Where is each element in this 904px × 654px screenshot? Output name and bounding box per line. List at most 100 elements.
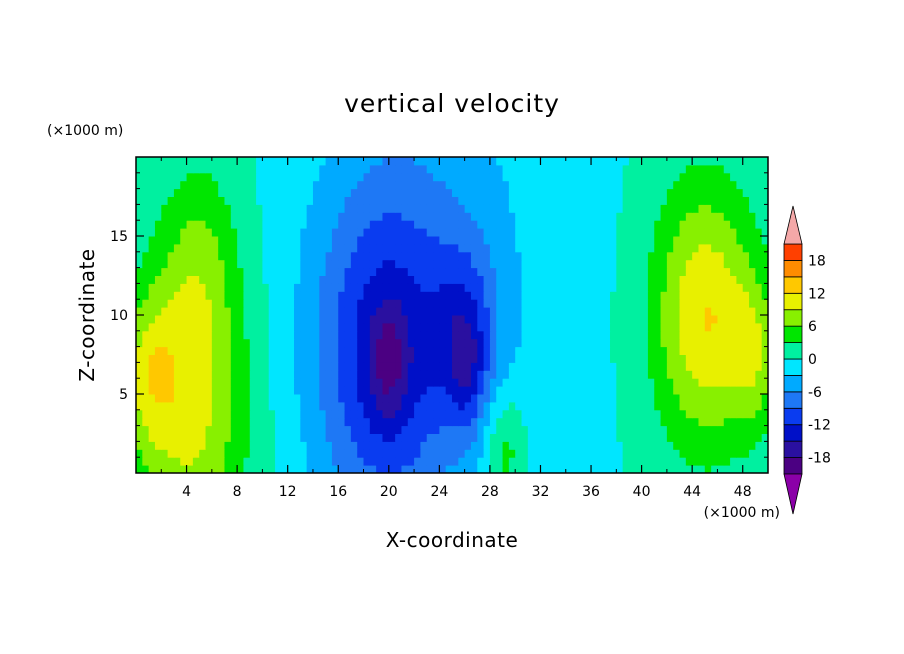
heatmap-cell <box>319 307 327 316</box>
heatmap-cell <box>597 212 605 221</box>
heatmap-cell <box>401 228 409 237</box>
heatmap-cell <box>654 322 662 332</box>
heatmap-cell <box>749 378 756 387</box>
heatmap-cell <box>755 188 763 197</box>
heatmap-cell <box>407 259 415 269</box>
heatmap-cell <box>692 401 699 411</box>
heatmap-cell <box>376 330 383 340</box>
heatmap-cell <box>319 465 327 474</box>
heatmap-cell <box>268 346 276 355</box>
heatmap-cell <box>483 465 491 474</box>
heatmap-cell <box>420 330 428 340</box>
heatmap-cell <box>312 196 320 205</box>
heatmap-cell <box>199 315 207 324</box>
heatmap-cell <box>281 354 289 363</box>
heatmap-cell <box>470 220 478 229</box>
heatmap-cell <box>584 251 592 261</box>
heatmap-cell <box>698 180 706 190</box>
heatmap-cell <box>502 243 510 253</box>
heatmap-cell <box>262 433 270 442</box>
heatmap-cell <box>546 386 554 395</box>
heatmap-cell <box>527 212 535 221</box>
heatmap-cell <box>218 204 225 213</box>
heatmap-cell <box>730 307 737 316</box>
heatmap-cell <box>723 164 731 174</box>
heatmap-cell <box>300 157 308 166</box>
heatmap-cell <box>161 157 169 166</box>
heatmap-cell <box>331 354 339 363</box>
heatmap-cell <box>224 267 232 276</box>
heatmap-cell <box>610 465 617 474</box>
heatmap-cell <box>325 212 333 221</box>
heatmap-cell <box>243 401 251 411</box>
heatmap-cell <box>685 172 693 182</box>
heatmap-cell <box>673 172 681 182</box>
heatmap-cell <box>136 378 143 387</box>
heatmap-cell <box>445 236 453 245</box>
heatmap-cell <box>344 243 352 253</box>
heatmap-cell <box>218 196 225 205</box>
heatmap-cell <box>268 401 276 411</box>
heatmap-cell <box>521 433 529 442</box>
heatmap-cell <box>376 433 383 442</box>
heatmap-cell <box>572 275 579 284</box>
heatmap-cell <box>761 370 769 379</box>
heatmap-cell <box>300 417 308 427</box>
heatmap-cell <box>673 386 681 395</box>
heatmap-cell <box>527 394 535 403</box>
heatmap-cell <box>319 338 327 348</box>
heatmap-cell <box>382 354 390 363</box>
heatmap-cell <box>331 299 339 308</box>
heatmap-cell <box>154 307 162 316</box>
heatmap-cell <box>161 307 169 316</box>
heatmap-cell <box>173 465 181 474</box>
heatmap-cell <box>489 330 497 340</box>
heatmap-cell <box>331 243 339 253</box>
heatmap-cell <box>344 362 352 371</box>
heatmap-cell <box>281 259 289 269</box>
heatmap-cell <box>622 275 630 284</box>
heatmap-cell <box>717 465 725 474</box>
heatmap-cell <box>628 386 636 395</box>
heatmap-cell <box>679 386 687 395</box>
heatmap-cell <box>483 449 491 458</box>
heatmap-cell <box>470 338 478 348</box>
heatmap-cell <box>192 401 200 411</box>
heatmap-cell <box>711 322 718 332</box>
heatmap-cell <box>603 457 611 466</box>
heatmap-cell <box>338 441 346 450</box>
heatmap-cell <box>281 228 289 237</box>
heatmap-cell <box>559 212 567 221</box>
heatmap-cell <box>679 275 687 284</box>
heatmap-cell <box>350 307 358 316</box>
heatmap-cell <box>673 275 681 284</box>
heatmap-cell <box>148 362 156 371</box>
heatmap-cell <box>591 251 598 261</box>
heatmap-cell <box>591 386 598 395</box>
heatmap-cell <box>534 164 541 174</box>
heatmap-cell <box>388 378 396 387</box>
heatmap-cell <box>521 417 529 427</box>
heatmap-cell <box>685 275 693 284</box>
heatmap-cell <box>414 267 421 276</box>
heatmap-cell <box>610 346 617 355</box>
heatmap-cell <box>401 299 409 308</box>
heatmap-cell <box>186 236 194 245</box>
heatmap-cell <box>647 457 655 466</box>
heatmap-cell <box>452 291 459 300</box>
heatmap-cell <box>148 378 156 387</box>
heatmap-cell <box>477 417 485 427</box>
heatmap-cell <box>603 164 611 174</box>
heatmap-cell <box>211 378 219 387</box>
heatmap-cell <box>249 338 257 348</box>
heatmap-cell <box>521 425 529 434</box>
heatmap-cell <box>199 433 207 442</box>
heatmap-cell <box>660 251 668 261</box>
heatmap-cell <box>395 188 402 197</box>
heatmap-cell <box>698 188 706 197</box>
heatmap-cell <box>603 354 611 363</box>
heatmap-cell <box>578 409 586 419</box>
heatmap-cell <box>306 370 314 379</box>
heatmap-cell <box>723 330 731 340</box>
heatmap-cell <box>546 188 554 197</box>
